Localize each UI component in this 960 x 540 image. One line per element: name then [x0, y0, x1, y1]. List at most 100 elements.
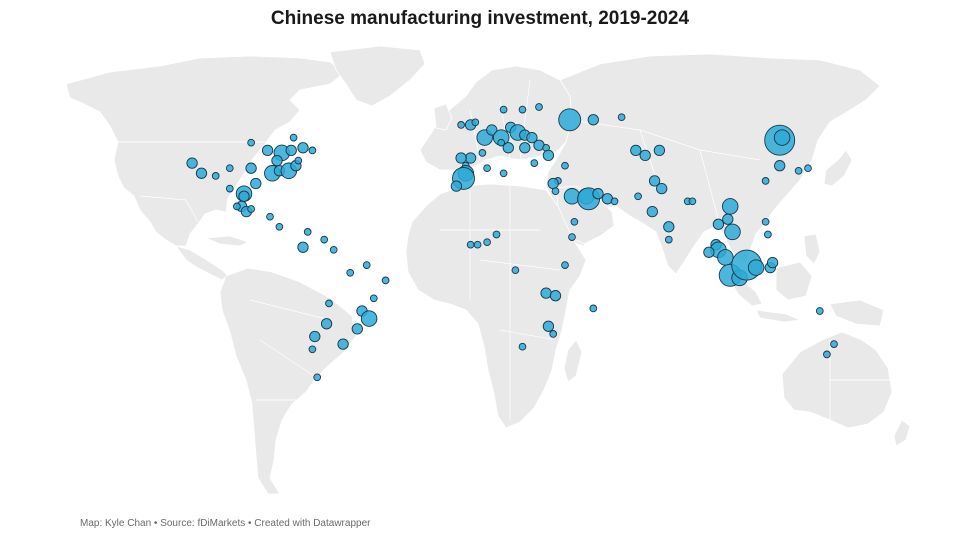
- investment-site-marker: [551, 187, 560, 196]
- investment-site-marker: [303, 228, 312, 236]
- investment-site-marker: [309, 330, 321, 343]
- investment-site-marker: [526, 131, 538, 144]
- investment-site-marker: [362, 261, 371, 269]
- investment-site-marker: [271, 154, 283, 167]
- investment-site-marker: [721, 198, 739, 215]
- investment-site-marker: [530, 159, 539, 167]
- investment-site-marker: [195, 167, 208, 179]
- landmass-madagascar: [563, 339, 583, 383]
- investment-site-marker: [724, 223, 741, 241]
- world-landmasses: [65, 45, 911, 495]
- landmass-central-america: [175, 245, 229, 281]
- investment-site-marker: [639, 149, 651, 162]
- investment-site-marker: [478, 149, 487, 157]
- investment-site-marker: [502, 142, 514, 154]
- investment-site-marker: [717, 249, 734, 266]
- landmass-british-isles: [433, 103, 453, 131]
- investment-site-marker: [499, 105, 508, 114]
- investment-site-marker: [773, 129, 791, 146]
- landmass-borneo: [775, 261, 813, 301]
- investment-site-marker: [592, 188, 604, 200]
- investment-site-marker: [329, 245, 338, 254]
- investment-site-marker: [542, 149, 555, 162]
- investment-site-marker: [457, 121, 465, 129]
- investment-site-marker: [630, 144, 642, 157]
- investment-site-marker: [761, 177, 770, 185]
- investment-site-marker: [275, 222, 284, 231]
- investment-site-marker: [766, 256, 779, 269]
- investment-site-marker: [610, 197, 619, 206]
- investment-site-marker: [471, 118, 480, 127]
- investment-site-marker: [497, 138, 506, 147]
- investment-site-marker: [570, 217, 579, 226]
- investment-site-marker: [247, 138, 255, 147]
- investment-site-marker: [486, 124, 498, 136]
- investment-site-marker: [722, 213, 734, 225]
- investment-site-marker: [653, 144, 666, 157]
- investment-site-marker: [247, 205, 255, 213]
- investment-site-marker: [747, 259, 765, 276]
- investment-site-marker: [473, 240, 482, 249]
- investment-site-marker: [511, 266, 520, 275]
- investment-site-marker: [285, 144, 297, 157]
- investment-site-marker: [703, 246, 715, 258]
- investment-site-marker: [466, 240, 475, 249]
- investment-site-marker: [589, 304, 598, 313]
- investment-site-marker: [464, 152, 477, 164]
- investment-sites: [186, 103, 838, 382]
- investment-site-marker: [250, 177, 262, 190]
- investment-site-marker: [308, 146, 317, 155]
- investment-site-marker: [535, 103, 543, 111]
- investment-site-marker: [266, 212, 274, 221]
- investment-site-marker: [261, 144, 274, 157]
- investment-site-marker: [764, 230, 772, 239]
- investment-site-marker: [804, 164, 812, 173]
- investment-site-marker: [381, 276, 390, 285]
- investment-site-marker: [688, 197, 697, 206]
- landmass-new-guinea: [829, 299, 885, 327]
- investment-site-marker: [211, 172, 220, 180]
- landmass-japan: [823, 149, 853, 187]
- landmass-africa: [405, 183, 587, 429]
- investment-site-marker: [337, 338, 349, 350]
- investment-site-marker: [492, 230, 501, 239]
- landmass-south-america: [219, 267, 357, 495]
- investment-site-marker: [297, 142, 309, 154]
- investment-site-marker: [313, 373, 322, 382]
- investment-site-marker: [320, 235, 329, 244]
- investment-site-marker: [483, 164, 491, 173]
- investment-site-marker: [320, 318, 333, 330]
- landmass-greenland: [329, 45, 426, 107]
- investment-site-marker: [712, 218, 725, 230]
- investment-site-marker: [761, 217, 770, 226]
- landmass-philippines: [803, 233, 821, 265]
- investment-site-marker: [369, 294, 378, 303]
- source-credit: Map: Kyle Chan • Source: fDiMarkets • Cr…: [80, 518, 371, 529]
- investment-site-marker: [294, 156, 303, 165]
- investment-site-marker: [794, 166, 803, 175]
- investment-site-marker: [519, 142, 531, 154]
- investment-site-marker: [325, 299, 333, 308]
- investment-site-marker: [568, 233, 576, 241]
- investment-site-marker: [617, 113, 626, 122]
- investment-site-marker: [656, 182, 668, 195]
- investment-site-marker: [646, 205, 658, 218]
- investment-site-marker: [455, 152, 467, 164]
- investment-site-marker: [823, 350, 831, 359]
- investment-site-marker: [664, 235, 673, 244]
- investment-site-marker: [561, 161, 569, 170]
- investment-site-marker: [830, 340, 838, 348]
- landmass-caribbean: [205, 235, 250, 247]
- landmass-new-zealand: [893, 419, 911, 447]
- investment-site-marker: [297, 241, 309, 253]
- investment-site-marker: [547, 177, 559, 190]
- investment-site-marker: [289, 133, 298, 142]
- investment-site-marker: [360, 310, 378, 327]
- investment-site-marker: [346, 268, 355, 277]
- investment-site-marker: [245, 162, 257, 174]
- investment-site-marker: [542, 320, 555, 332]
- landmass-java: [755, 309, 802, 323]
- investment-site-marker: [558, 108, 582, 132]
- investment-site-marker: [549, 290, 562, 302]
- investment-site-marker: [225, 164, 234, 173]
